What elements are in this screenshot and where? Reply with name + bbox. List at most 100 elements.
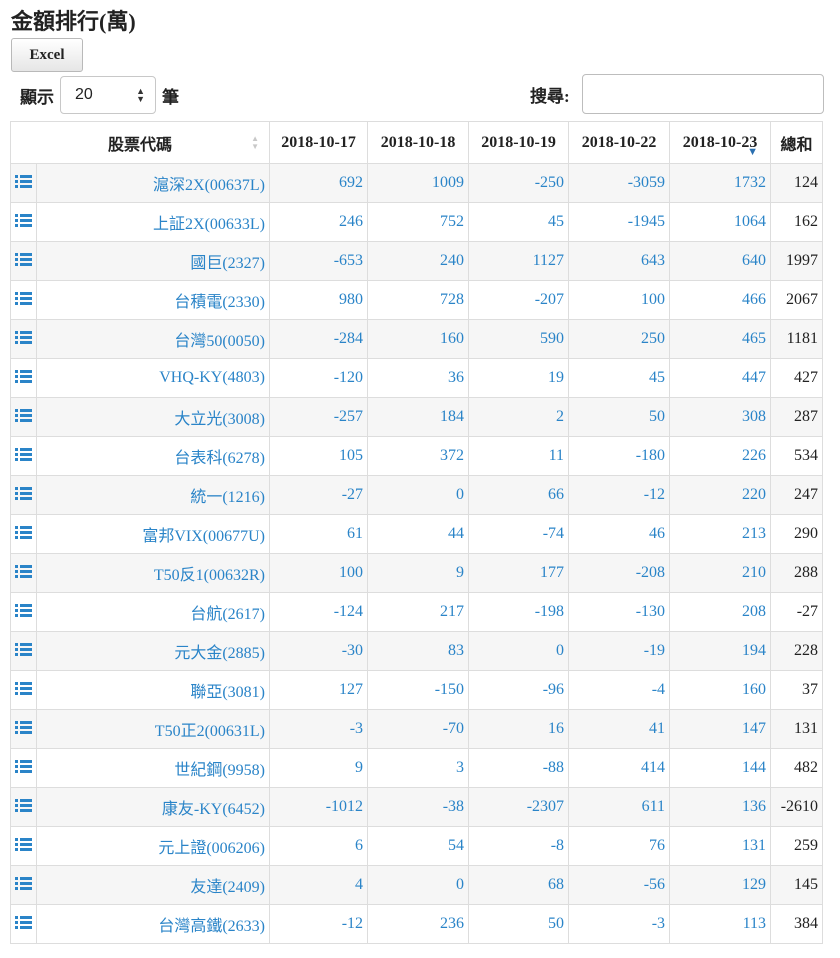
daily-amount-link[interactable]: 45	[568, 358, 671, 398]
row-menu-cell[interactable]	[10, 553, 37, 593]
daily-amount-link[interactable]: 76	[568, 826, 671, 866]
stock-name-link[interactable]: 元大金(2885)	[35, 631, 271, 671]
stock-name-link[interactable]: 元上證(006206)	[35, 826, 271, 866]
daily-amount-link[interactable]: 131	[669, 826, 772, 866]
daily-amount-link[interactable]: 250	[568, 319, 671, 359]
daily-amount-link[interactable]: 980	[269, 280, 369, 320]
daily-amount-link[interactable]: 1064	[669, 202, 772, 242]
daily-amount-link[interactable]: 127	[269, 670, 369, 710]
daily-amount-link[interactable]: 414	[568, 748, 671, 788]
daily-amount-link[interactable]: 160	[367, 319, 470, 359]
row-menu-cell[interactable]	[10, 592, 37, 632]
daily-amount-link[interactable]: -27	[269, 475, 369, 515]
list-icon[interactable]	[15, 682, 32, 695]
row-menu-cell[interactable]	[10, 319, 37, 359]
daily-amount-link[interactable]: 105	[269, 436, 369, 476]
daily-amount-link[interactable]: 246	[269, 202, 369, 242]
stock-name-link[interactable]: 台灣50(0050)	[35, 319, 271, 359]
daily-amount-link[interactable]: -88	[468, 748, 570, 788]
list-icon[interactable]	[15, 721, 32, 734]
daily-amount-link[interactable]: 447	[669, 358, 772, 398]
daily-amount-link[interactable]: 147	[669, 709, 772, 749]
daily-amount-link[interactable]: 226	[669, 436, 772, 476]
daily-amount-link[interactable]: -198	[468, 592, 570, 632]
daily-amount-link[interactable]: 466	[669, 280, 772, 320]
daily-amount-link[interactable]: -284	[269, 319, 369, 359]
list-icon[interactable]	[15, 838, 32, 851]
list-icon[interactable]	[15, 877, 32, 890]
daily-amount-link[interactable]: 16	[468, 709, 570, 749]
column-header-date-sorted[interactable]: 2018-10-23 ▼	[669, 121, 772, 164]
daily-amount-link[interactable]: 61	[269, 514, 369, 554]
list-icon[interactable]	[15, 370, 32, 383]
daily-amount-link[interactable]: 3	[367, 748, 470, 788]
daily-amount-link[interactable]: -124	[269, 592, 369, 632]
daily-amount-link[interactable]: -120	[269, 358, 369, 398]
list-icon[interactable]	[15, 409, 32, 422]
daily-amount-link[interactable]: 692	[269, 163, 369, 203]
daily-amount-link[interactable]: -257	[269, 397, 369, 437]
stock-name-link[interactable]: T50反1(00632R)	[35, 553, 271, 593]
daily-amount-link[interactable]: -19	[568, 631, 671, 671]
daily-amount-link[interactable]: 41	[568, 709, 671, 749]
stock-name-link[interactable]: 統一(1216)	[35, 475, 271, 515]
daily-amount-link[interactable]: 194	[669, 631, 772, 671]
daily-amount-link[interactable]: -180	[568, 436, 671, 476]
daily-amount-link[interactable]: 236	[367, 904, 470, 944]
daily-amount-link[interactable]: 66	[468, 475, 570, 515]
daily-amount-link[interactable]: 50	[568, 397, 671, 437]
row-menu-cell[interactable]	[10, 787, 37, 827]
daily-amount-link[interactable]: 44	[367, 514, 470, 554]
daily-amount-link[interactable]: 590	[468, 319, 570, 359]
row-menu-cell[interactable]	[10, 631, 37, 671]
daily-amount-link[interactable]: 6	[269, 826, 369, 866]
daily-amount-link[interactable]: 1732	[669, 163, 772, 203]
list-icon[interactable]	[15, 604, 32, 617]
daily-amount-link[interactable]: 9	[269, 748, 369, 788]
stock-name-link[interactable]: 台積電(2330)	[35, 280, 271, 320]
list-icon[interactable]	[15, 916, 32, 929]
daily-amount-link[interactable]: -96	[468, 670, 570, 710]
row-menu-cell[interactable]	[10, 475, 37, 515]
row-menu-cell[interactable]	[10, 904, 37, 944]
stock-name-link[interactable]: 大立光(3008)	[35, 397, 271, 437]
stock-name-link[interactable]: 富邦VIX(00677U)	[35, 514, 271, 554]
daily-amount-link[interactable]: 45	[468, 202, 570, 242]
daily-amount-link[interactable]: 728	[367, 280, 470, 320]
stock-name-link[interactable]: 康友-KY(6452)	[35, 787, 271, 827]
daily-amount-link[interactable]: 68	[468, 865, 570, 905]
daily-amount-link[interactable]: 0	[367, 475, 470, 515]
daily-amount-link[interactable]: -130	[568, 592, 671, 632]
row-menu-cell[interactable]	[10, 514, 37, 554]
daily-amount-link[interactable]: 160	[669, 670, 772, 710]
stock-name-link[interactable]: 國巨(2327)	[35, 241, 271, 281]
list-icon[interactable]	[15, 214, 32, 227]
daily-amount-link[interactable]: 46	[568, 514, 671, 554]
daily-amount-link[interactable]: 113	[669, 904, 772, 944]
daily-amount-link[interactable]: 210	[669, 553, 772, 593]
daily-amount-link[interactable]: -70	[367, 709, 470, 749]
list-icon[interactable]	[15, 253, 32, 266]
list-icon[interactable]	[15, 292, 32, 305]
stock-name-link[interactable]: T50正2(00631L)	[35, 709, 271, 749]
daily-amount-link[interactable]: 50	[468, 904, 570, 944]
excel-export-button[interactable]: Excel	[11, 38, 83, 72]
daily-amount-link[interactable]: 100	[568, 280, 671, 320]
daily-amount-link[interactable]: -2307	[468, 787, 570, 827]
row-menu-cell[interactable]	[10, 358, 37, 398]
search-input[interactable]	[581, 74, 824, 114]
daily-amount-link[interactable]: 11	[468, 436, 570, 476]
daily-amount-link[interactable]: 2	[468, 397, 570, 437]
daily-amount-link[interactable]: 240	[367, 241, 470, 281]
daily-amount-link[interactable]: -12	[568, 475, 671, 515]
stock-name-link[interactable]: 上証2X(00633L)	[35, 202, 271, 242]
daily-amount-link[interactable]: 465	[669, 319, 772, 359]
daily-amount-link[interactable]: -3	[269, 709, 369, 749]
daily-amount-link[interactable]: 213	[669, 514, 772, 554]
list-icon[interactable]	[15, 760, 32, 773]
daily-amount-link[interactable]: 184	[367, 397, 470, 437]
daily-amount-link[interactable]: 136	[669, 787, 772, 827]
daily-amount-link[interactable]: 9	[367, 553, 470, 593]
daily-amount-link[interactable]: 643	[568, 241, 671, 281]
daily-amount-link[interactable]: -4	[568, 670, 671, 710]
